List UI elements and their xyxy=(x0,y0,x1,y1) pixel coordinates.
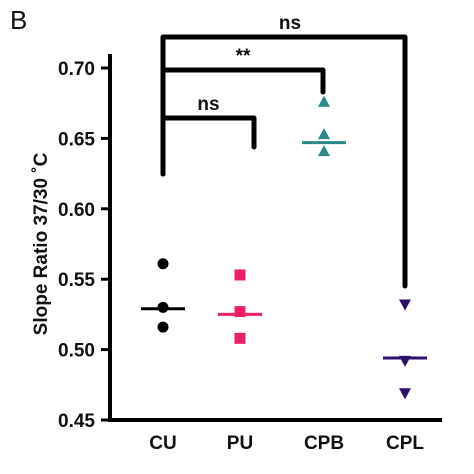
pu-point xyxy=(234,332,246,344)
y-tick-label: 0.45 xyxy=(58,411,95,432)
y-tick-label: 0.50 xyxy=(58,341,95,362)
panel-label: B xyxy=(10,5,27,35)
cpb-point xyxy=(318,95,330,107)
x-tick-label-pu: PU xyxy=(227,433,253,454)
x-tick-label-cu: CU xyxy=(149,433,176,454)
cpb-point xyxy=(318,145,330,157)
pu-point xyxy=(234,269,246,281)
y-ticks: 0.45 0.50 0.55 0.60 0.65 0.70 xyxy=(58,59,110,432)
significance-label: ns xyxy=(279,13,301,34)
y-tick-label: 0.70 xyxy=(58,59,95,80)
y-tick-label: 0.60 xyxy=(58,200,95,221)
y-tick-label: 0.65 xyxy=(58,129,95,150)
cpl-point xyxy=(399,355,411,367)
significance-brackets: ns ** ns xyxy=(160,13,408,289)
bracket-cu-cpb xyxy=(160,67,326,177)
cpb-point xyxy=(318,128,330,140)
y-axis-label: Slope Ratio 37/30 ˚C xyxy=(31,152,52,335)
significance-label: ** xyxy=(236,46,251,67)
bracket-cu-pu xyxy=(160,115,257,177)
cu-point xyxy=(157,321,169,333)
cu-point xyxy=(157,301,169,313)
cpl-point xyxy=(399,388,411,400)
data-points xyxy=(141,95,427,400)
bracket-cu-cpl xyxy=(160,34,408,289)
x-tick-label-cpb: CPB xyxy=(304,433,344,454)
cpl-point xyxy=(399,299,411,311)
significance-label: ns xyxy=(197,94,219,115)
pu-point xyxy=(234,306,246,318)
axes xyxy=(108,54,442,422)
category-labels: CU PU CPB CPL xyxy=(149,433,424,454)
x-tick-label-cpl: CPL xyxy=(386,433,424,454)
cu-point xyxy=(157,258,169,270)
y-tick-label: 0.55 xyxy=(58,270,95,291)
